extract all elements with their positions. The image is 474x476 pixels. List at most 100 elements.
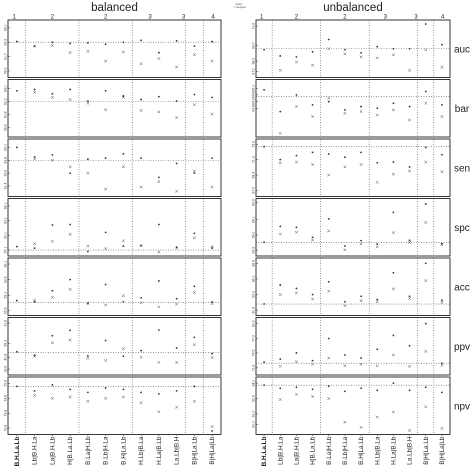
point-fused — [51, 334, 54, 337]
point-stopped — [33, 44, 37, 48]
point-fused — [86, 250, 89, 253]
point-stopped — [359, 163, 363, 166]
x-tick-label: B.La|H.Lb — [326, 436, 333, 465]
y-tick-label: 65.0 — [4, 144, 8, 151]
x-tick-label: B|H|La|Lb — [209, 436, 216, 465]
point-fused — [86, 100, 89, 102]
point-fused — [69, 172, 72, 175]
point-stopped — [210, 356, 214, 360]
point-fused — [51, 289, 54, 292]
point-stopped — [192, 169, 196, 173]
point-stopped — [33, 354, 37, 358]
point-stopped — [139, 62, 143, 66]
y-tick-label: 75.8 — [4, 380, 8, 387]
point-stopped — [50, 295, 54, 299]
y-tick-label: 67.5 — [252, 187, 256, 194]
point-fused — [344, 109, 346, 111]
point-stopped — [440, 65, 444, 69]
column-title-unbalanced: unbalanced — [323, 2, 382, 14]
point-stopped — [121, 347, 125, 351]
point-fused — [193, 93, 196, 96]
y-tick-label: 72.8 — [4, 425, 8, 432]
panel-frame — [7, 79, 222, 138]
y-tick-label: 60.1 — [4, 232, 8, 239]
point-fused — [441, 104, 443, 106]
point-fused — [311, 50, 314, 53]
point-stopped — [408, 364, 412, 368]
point-stopped — [424, 101, 428, 105]
y-tick-label: 77.3 — [252, 335, 256, 342]
group-number: 4 — [211, 15, 215, 21]
x-tick-label: B|H|La.Lb — [191, 436, 198, 465]
point-stopped — [175, 405, 179, 409]
x-tick-label: Lb|B.H.La — [277, 436, 284, 465]
point-fused — [15, 40, 18, 43]
y-tick-label: 60.5 — [252, 307, 256, 314]
panel-frame — [255, 317, 451, 376]
point-fused — [104, 339, 107, 342]
point-stopped — [210, 302, 214, 306]
point-stopped — [278, 398, 282, 402]
point-stopped — [375, 56, 379, 60]
point-fused — [392, 161, 395, 163]
point-fused — [157, 176, 160, 179]
x-tick-label: B.H.La.Lb — [261, 436, 268, 466]
point-stopped — [375, 415, 379, 419]
point-fused — [86, 158, 89, 161]
x-tick-label: H.La|B.Lb — [156, 436, 163, 465]
point-fused — [157, 95, 160, 98]
point-stopped — [343, 111, 347, 115]
point-stopped — [86, 101, 90, 105]
point-stopped — [311, 115, 315, 119]
point-stopped — [121, 165, 125, 169]
point-stopped — [294, 160, 298, 164]
point-fused — [104, 231, 107, 234]
point-fused — [157, 392, 160, 395]
point-stopped — [104, 358, 108, 362]
point-stopped — [278, 293, 282, 297]
row-label-npv: npv — [454, 401, 470, 412]
point-fused — [344, 156, 346, 159]
point-fused — [424, 386, 427, 389]
point-stopped — [86, 301, 90, 305]
point-stopped — [408, 169, 412, 173]
y-tick-label: 68.9 — [252, 260, 256, 267]
point-fused — [122, 355, 125, 358]
point-fused — [279, 55, 282, 57]
point-stopped — [391, 410, 395, 414]
point-stopped — [278, 232, 282, 236]
x-tick-label: La.Lb|B.H — [407, 436, 414, 465]
point-stopped — [104, 59, 108, 63]
point-fused — [86, 41, 89, 44]
x-tick-label: B.H|La.Lb — [358, 436, 365, 465]
point-stopped — [327, 229, 331, 233]
point-fused — [175, 389, 178, 392]
point-stopped — [278, 68, 282, 72]
point-stopped — [343, 165, 347, 169]
y-tick-label: 60.4 — [4, 111, 8, 118]
group-number: 3 — [148, 15, 152, 21]
point-fused — [279, 225, 282, 228]
row-label-sen: sen — [454, 163, 470, 174]
point-fused — [408, 166, 411, 168]
point-stopped — [86, 171, 90, 175]
point-fused — [175, 40, 178, 42]
point-fused — [295, 93, 298, 96]
group-number: 1 — [13, 15, 17, 21]
point-stopped — [359, 299, 363, 303]
point-fused — [344, 354, 346, 356]
legend-stopped: × stopped — [234, 5, 246, 9]
x-tick-label: H.La|B.Lb — [390, 436, 397, 465]
point-fused — [360, 387, 362, 390]
point-fused — [33, 247, 36, 250]
point-fused — [392, 334, 395, 337]
point-stopped — [294, 291, 298, 295]
point-fused — [193, 336, 196, 339]
point-stopped — [33, 242, 37, 246]
point-fused — [327, 153, 330, 155]
point-fused — [104, 283, 107, 286]
point-fused — [157, 223, 160, 226]
point-stopped — [311, 297, 315, 301]
point-stopped — [175, 65, 179, 69]
panel-frame — [7, 257, 222, 316]
